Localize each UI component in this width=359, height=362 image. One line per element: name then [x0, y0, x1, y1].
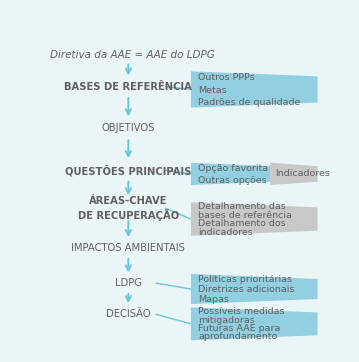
Text: Metas: Metas: [198, 85, 227, 94]
Text: OBJETIVOS: OBJETIVOS: [102, 123, 155, 134]
Text: Padrões de qualidade: Padrões de qualidade: [198, 98, 300, 107]
Text: indicadores: indicadores: [198, 227, 253, 236]
Polygon shape: [270, 163, 318, 185]
Text: Outras opções: Outras opções: [198, 176, 266, 185]
Text: Diretrizes adicionais: Diretrizes adicionais: [198, 285, 294, 294]
Text: bases de referência: bases de referência: [198, 211, 292, 220]
Text: BASES DE REFERÊNCIA: BASES DE REFERÊNCIA: [64, 82, 192, 92]
Text: Indicadores: Indicadores: [275, 169, 330, 178]
Text: mitigadoras: mitigadoras: [198, 316, 255, 325]
Polygon shape: [191, 307, 318, 340]
Text: Futuras AAE para: Futuras AAE para: [198, 324, 280, 333]
Text: Detalhamento das: Detalhamento das: [198, 202, 286, 211]
Text: Políticas prioritárias: Políticas prioritárias: [198, 275, 292, 284]
Text: LDPG: LDPG: [115, 278, 142, 288]
Text: IMPACTOS AMBIENTAIS: IMPACTOS AMBIENTAIS: [71, 243, 185, 253]
Text: Detalhamento dos: Detalhamento dos: [198, 219, 285, 228]
Text: Opção favorita: Opção favorita: [198, 164, 268, 173]
Text: Mapas: Mapas: [198, 295, 229, 304]
Text: Outros PPPs: Outros PPPs: [198, 73, 255, 83]
Text: DECISÃO: DECISÃO: [106, 310, 151, 319]
Text: aprofundamento: aprofundamento: [198, 332, 277, 341]
Text: Possíveis medidas: Possíveis medidas: [198, 307, 284, 316]
Text: Diretiva da AAE = AAE do LDPG: Diretiva da AAE = AAE do LDPG: [50, 50, 215, 60]
Text: ÁREAS-CHAVE
DE RECUPERAÇÃO: ÁREAS-CHAVE DE RECUPERAÇÃO: [78, 197, 179, 220]
Polygon shape: [191, 202, 318, 236]
Text: QUESTÕES PRINCIPAIS: QUESTÕES PRINCIPAIS: [65, 164, 192, 176]
Polygon shape: [191, 71, 318, 108]
Polygon shape: [191, 163, 270, 185]
Polygon shape: [191, 274, 318, 304]
